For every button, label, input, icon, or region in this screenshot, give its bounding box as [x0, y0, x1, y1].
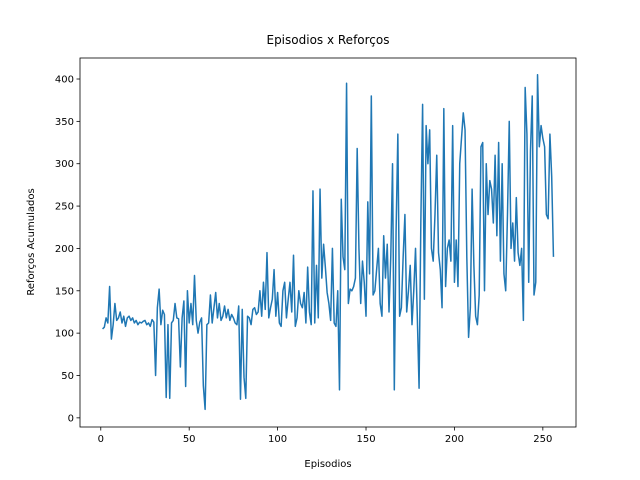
plot-frame [79, 57, 577, 428]
x-axis-label: Episodios [304, 459, 351, 470]
y-tick-label: 350 [55, 117, 74, 128]
x-tick-label: 0 [98, 434, 104, 445]
y-tick-label: 300 [55, 159, 74, 170]
y-tick-label: 150 [55, 286, 74, 297]
x-tick-label: 50 [183, 434, 196, 445]
y-tick-label: 400 [55, 75, 74, 86]
y-tick-label: 0 [68, 413, 74, 424]
x-tick-label: 150 [356, 434, 375, 445]
y-tick-label: 250 [55, 202, 74, 213]
chart-title: Episodios x Reforços [266, 33, 389, 47]
y-tick-label: 100 [55, 329, 74, 340]
y-axis-label: Reforços Acumulados [26, 188, 37, 295]
data-line [102, 74, 555, 411]
y-tick-label: 200 [55, 244, 74, 255]
y-tick-label: 50 [61, 371, 74, 382]
x-tick-label: 200 [445, 434, 464, 445]
x-tick-label: 250 [533, 434, 552, 445]
x-tick-label: 100 [268, 434, 287, 445]
